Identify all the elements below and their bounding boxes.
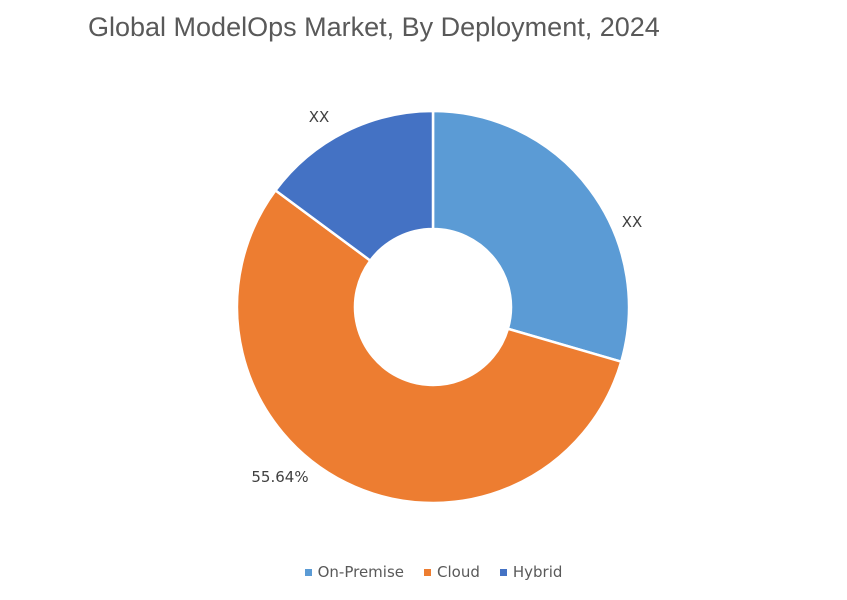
legend-label: Cloud [437, 563, 480, 581]
legend-item-cloud: Cloud [424, 563, 480, 581]
legend-swatch [424, 568, 431, 576]
legend-item-on-premise: On-Premise [304, 563, 404, 581]
slice-on-premise [431, 109, 631, 364]
legend-swatch [499, 568, 507, 576]
chart-title: Global ModelOps Market, By Deployment, 2… [88, 12, 660, 42]
data-label-hybrid: XX [309, 108, 330, 126]
legend-swatch [304, 568, 312, 576]
legend-item-hybrid: Hybrid [499, 563, 563, 581]
data-label-on-premise: XX [622, 213, 643, 231]
slice-cloud [235, 188, 623, 505]
data-label-cloud: 55.64% [251, 468, 308, 486]
legend: On-Premise Cloud Hybrid [0, 563, 847, 581]
legend-label: On-Premise [317, 563, 404, 581]
slice-hybrid [273, 109, 435, 263]
legend-label: Hybrid [512, 563, 563, 581]
